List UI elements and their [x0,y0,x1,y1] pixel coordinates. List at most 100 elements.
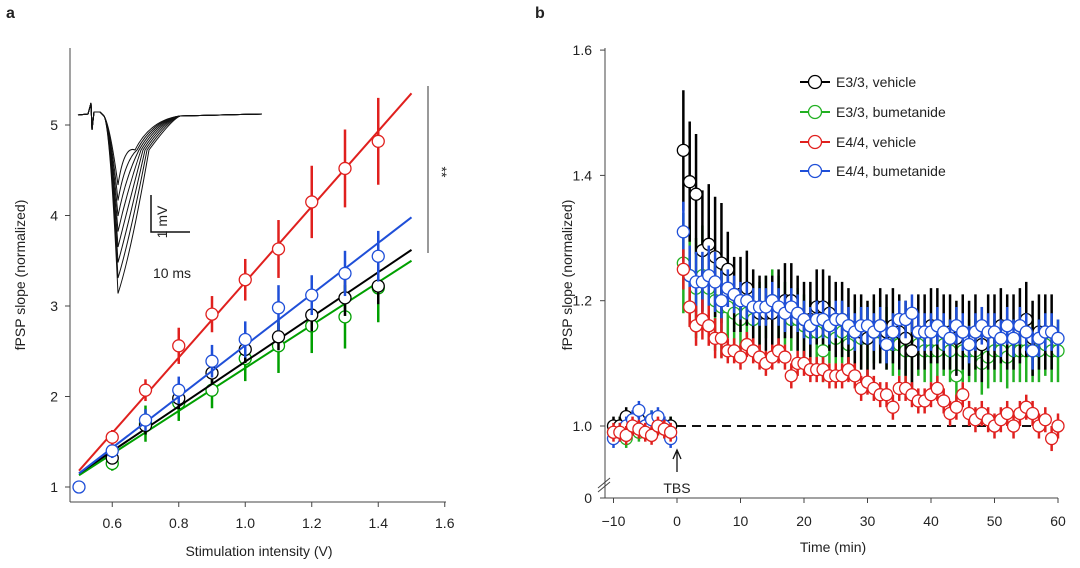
data-point [702,319,716,333]
data-point [994,331,1008,345]
data-point [664,425,678,439]
series-0 [606,90,1059,436]
data-point [956,325,970,339]
data-point [105,444,119,458]
panel-b-ylabel: fPSP slope (normalized) [559,200,575,351]
significance-label: ** [434,167,450,178]
data-point [1025,406,1040,421]
legend-marker [807,134,823,150]
panel-b-xlabel: Time (min) [800,539,866,555]
data-point [1045,431,1059,446]
inset-scale-bar [150,195,190,233]
data-point [676,143,690,157]
legend-label: E4/4, bumetanide [836,163,946,179]
x-tick-label: 0.8 [169,515,189,531]
y-tick-label: 4 [50,208,58,224]
legend-label: E3/3, vehicle [836,74,916,90]
tbs-label: TBS [663,480,690,496]
data-point [956,388,970,402]
data-point [784,369,798,383]
x-tick-label: 1.4 [369,515,389,531]
panel-a-xlabel: Stimulation intensity (V) [185,543,332,559]
x-tick-label: 60 [1050,513,1066,529]
data-point [708,275,722,289]
panel-b-label: b [535,5,545,22]
data-point [676,225,690,239]
x-tick-label: 10 [733,513,749,529]
legend-marker [807,74,823,90]
data-point [873,319,887,333]
data-point [1006,331,1021,345]
data-point [619,428,633,443]
data-point [371,249,385,263]
data-point [1051,331,1065,345]
inset-trace-line [77,102,263,279]
y-tick-label: 1.4 [573,167,593,183]
data-point [930,381,944,396]
data-point [879,388,894,402]
data-point [105,430,119,444]
data-point [962,337,976,352]
data-point [1000,406,1014,421]
inset-scale-x-label: 10 ms [153,265,191,281]
data-point [943,331,957,345]
x-tick-label: −10 [602,513,626,529]
y-tick-label: 1.6 [573,42,593,58]
data-point [689,187,703,201]
data-point [886,400,900,414]
data-point [238,332,252,347]
y-tick-label: 3 [50,298,58,314]
data-point [205,307,219,321]
data-point [733,350,748,364]
data-point [644,428,659,443]
x-tick-label: 1.0 [236,515,256,531]
axis-break [597,477,611,493]
data-point [1000,319,1014,333]
data-point [172,383,186,397]
inset-trace-line [77,102,263,186]
x-tick-label: 50 [987,513,1003,529]
panel-b-chart: −10 0 10 20 30 40 50 60 0 1.0 1.2 1.4 1.6 [573,42,1066,529]
data-point [271,330,286,344]
data-point [338,161,352,176]
panel-a-ylabel: fPSP slope (normalized) [12,200,28,351]
data-point [816,344,830,358]
series-2 [606,249,1065,452]
legend-label: E4/4, vehicle [836,134,916,150]
tbs-arrow [672,448,682,472]
data-point [1025,344,1040,358]
data-point [937,394,951,408]
legend-marker [807,163,823,179]
data-point [338,266,352,281]
x-tick-label: 40 [923,513,939,529]
y-tick-label: 2 [50,389,58,405]
y-tick-label: 1.2 [573,293,593,309]
series-3 [606,201,1065,448]
panel-a-chart: 0.6 0.8 1.0 1.2 1.4 1.6 1 2 3 4 5 [50,48,455,531]
y-tick-label: 0 [584,490,592,506]
data-point [371,134,385,148]
data-point [714,294,729,308]
data-point [676,262,690,277]
data-point [848,369,862,383]
data-point [1038,413,1052,427]
data-point [305,195,319,209]
x-tick-label: 1.2 [302,515,322,531]
x-tick-label: 20 [796,513,812,529]
y-tick-label: 5 [50,117,58,133]
data-point [905,306,919,320]
data-point [1019,325,1033,339]
inset-trace-line [77,102,263,201]
data-point [271,301,286,315]
data-point [238,273,252,287]
data-point [905,344,919,358]
data-point [271,242,286,256]
data-point [1051,419,1065,433]
inset-scale-y-label: 1 mV [154,205,170,238]
y-tick-label: 1 [50,479,58,495]
data-point [714,331,729,345]
data-point [138,413,153,427]
data-point [305,288,319,302]
data-point [683,175,697,189]
